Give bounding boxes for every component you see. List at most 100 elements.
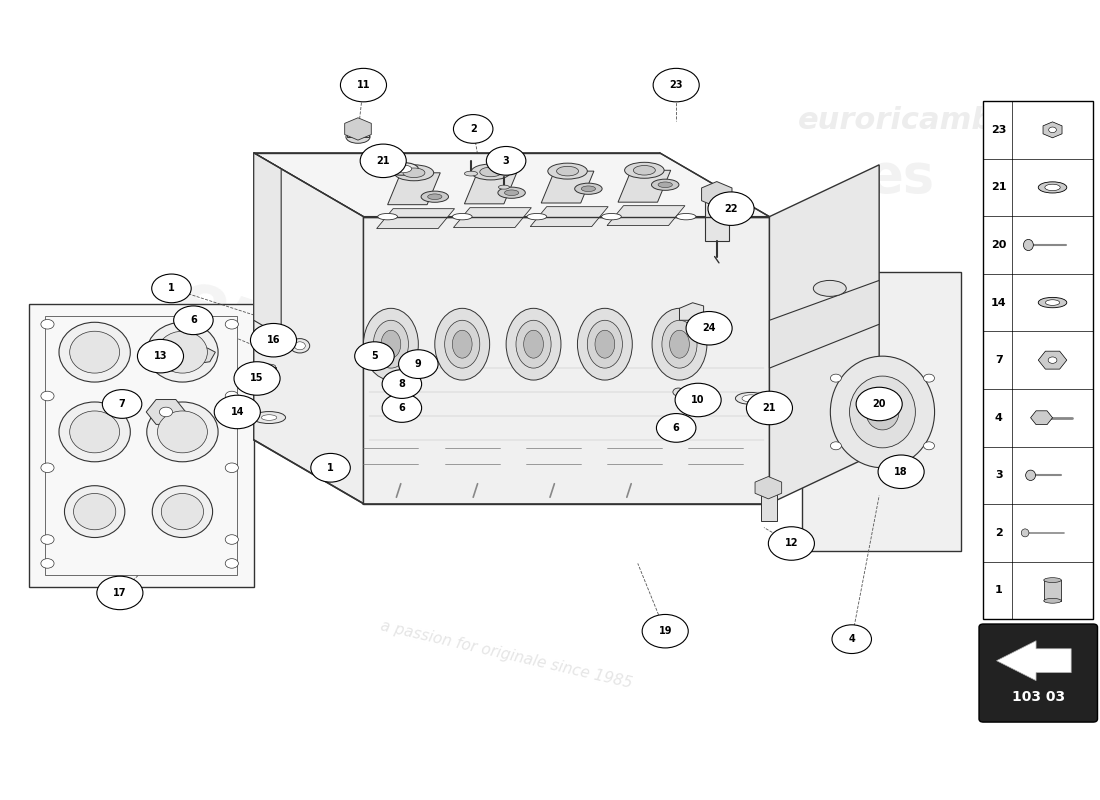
Text: 1: 1 — [994, 586, 1002, 595]
Polygon shape — [997, 641, 1071, 681]
Ellipse shape — [69, 411, 120, 453]
Ellipse shape — [226, 391, 239, 401]
Ellipse shape — [373, 320, 408, 368]
Circle shape — [686, 311, 733, 345]
Text: 2: 2 — [470, 124, 476, 134]
Ellipse shape — [146, 402, 218, 462]
Circle shape — [768, 526, 814, 560]
Ellipse shape — [527, 214, 547, 220]
Ellipse shape — [41, 463, 54, 473]
Bar — [1044, 580, 1061, 601]
Text: 11: 11 — [356, 80, 371, 90]
Ellipse shape — [452, 214, 472, 220]
Ellipse shape — [74, 494, 116, 530]
Text: a passion for originale since 1985: a passion for originale since 1985 — [378, 618, 634, 691]
Ellipse shape — [866, 394, 899, 430]
Text: 5: 5 — [371, 351, 377, 361]
Ellipse shape — [434, 308, 490, 380]
Ellipse shape — [392, 165, 411, 173]
Polygon shape — [363, 217, 769, 504]
Ellipse shape — [1038, 298, 1067, 308]
Ellipse shape — [1023, 239, 1033, 250]
Ellipse shape — [813, 281, 846, 296]
Ellipse shape — [295, 342, 306, 350]
Ellipse shape — [924, 442, 935, 450]
Text: 16: 16 — [266, 335, 280, 346]
Circle shape — [102, 390, 142, 418]
Circle shape — [152, 274, 191, 302]
Ellipse shape — [263, 364, 276, 369]
Ellipse shape — [262, 414, 277, 420]
Text: 1: 1 — [168, 283, 175, 294]
Ellipse shape — [381, 330, 400, 358]
Ellipse shape — [602, 214, 621, 220]
Circle shape — [747, 391, 792, 425]
Text: 12: 12 — [784, 538, 799, 549]
Polygon shape — [254, 153, 769, 217]
Ellipse shape — [253, 411, 286, 423]
Ellipse shape — [59, 322, 130, 382]
Text: 1: 1 — [327, 462, 334, 473]
Ellipse shape — [506, 308, 561, 380]
Text: 14: 14 — [231, 407, 244, 417]
Ellipse shape — [830, 374, 842, 382]
Text: 20: 20 — [872, 399, 886, 409]
Ellipse shape — [394, 165, 433, 181]
Text: 17: 17 — [113, 588, 127, 598]
Text: 10: 10 — [692, 395, 705, 405]
Ellipse shape — [830, 442, 842, 450]
Circle shape — [653, 68, 700, 102]
Polygon shape — [387, 173, 440, 205]
Text: 6: 6 — [190, 315, 197, 326]
Ellipse shape — [403, 168, 425, 178]
Ellipse shape — [1048, 127, 1056, 133]
Ellipse shape — [557, 166, 579, 176]
Ellipse shape — [625, 162, 664, 178]
Ellipse shape — [69, 331, 120, 373]
Ellipse shape — [41, 391, 54, 401]
Ellipse shape — [421, 191, 449, 202]
Text: 3: 3 — [996, 470, 1002, 480]
Ellipse shape — [162, 494, 204, 530]
Ellipse shape — [498, 187, 526, 198]
Text: 6: 6 — [398, 403, 405, 413]
Text: 15: 15 — [251, 374, 264, 383]
Ellipse shape — [41, 558, 54, 568]
Ellipse shape — [226, 534, 239, 544]
Ellipse shape — [634, 166, 656, 175]
Ellipse shape — [505, 190, 519, 195]
Bar — [983, 101, 1093, 619]
Ellipse shape — [160, 407, 173, 417]
Circle shape — [251, 323, 297, 357]
Ellipse shape — [226, 319, 239, 329]
Ellipse shape — [736, 393, 767, 404]
Text: 24: 24 — [702, 323, 716, 334]
Polygon shape — [541, 171, 594, 203]
Ellipse shape — [548, 163, 587, 179]
Circle shape — [382, 394, 421, 422]
Ellipse shape — [924, 374, 935, 382]
Ellipse shape — [742, 395, 760, 402]
FancyBboxPatch shape — [979, 624, 1098, 722]
Ellipse shape — [464, 171, 477, 176]
Text: 4: 4 — [994, 413, 1003, 422]
Circle shape — [675, 383, 722, 417]
Polygon shape — [769, 165, 879, 504]
Ellipse shape — [226, 558, 239, 568]
Polygon shape — [254, 153, 363, 504]
Text: 7: 7 — [994, 355, 1002, 365]
Ellipse shape — [595, 330, 615, 358]
Ellipse shape — [363, 308, 418, 380]
Circle shape — [398, 350, 438, 378]
Circle shape — [382, 370, 421, 398]
Ellipse shape — [578, 308, 632, 380]
Circle shape — [642, 614, 689, 648]
Bar — [705, 189, 729, 241]
Polygon shape — [254, 153, 282, 336]
Circle shape — [708, 192, 755, 226]
Text: 3: 3 — [503, 156, 509, 166]
Polygon shape — [769, 281, 879, 368]
Bar — [346, 122, 368, 137]
Ellipse shape — [290, 338, 310, 353]
Ellipse shape — [581, 186, 595, 191]
